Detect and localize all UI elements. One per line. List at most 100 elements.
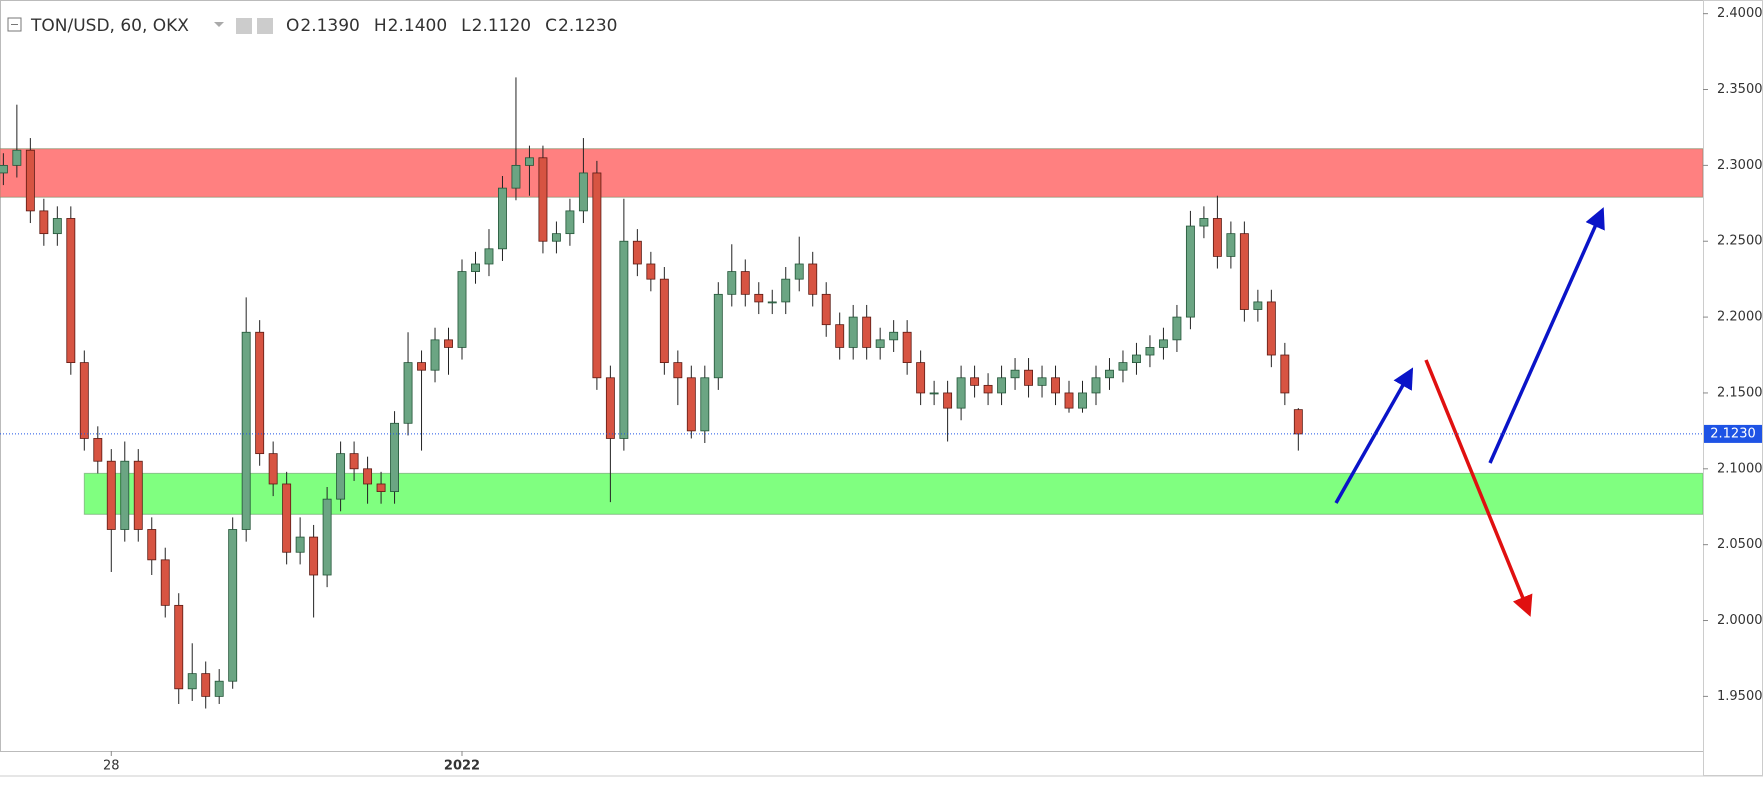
candle-body	[484, 248, 494, 265]
ohlc-label: O	[286, 16, 299, 36]
candle-body	[336, 453, 346, 500]
x-tick-label: 28	[103, 759, 120, 774]
symbol-title: TON/USD, 60, OKX	[30, 16, 189, 36]
candle-body	[983, 384, 993, 394]
candle-body	[471, 263, 480, 272]
y-tick-label: 1.9500	[1717, 689, 1763, 704]
candle-body	[781, 278, 791, 303]
candle-body	[241, 331, 251, 530]
candle-body	[79, 362, 89, 439]
zone	[0, 148, 1704, 198]
ohlc-values: O 2.1390 H 2.1400 L 2.1120 C 2.1230	[286, 16, 617, 36]
last-price-label: 2.1230	[1710, 426, 1756, 441]
x-tick-label: 2022	[444, 759, 480, 774]
y-tick-label: 2.1500	[1717, 385, 1763, 400]
candle-body	[646, 263, 656, 280]
candle-body	[1199, 218, 1209, 227]
candle-body	[821, 293, 831, 326]
candle-body	[1037, 377, 1047, 386]
candle-body	[12, 149, 22, 166]
candle-body	[1091, 377, 1101, 394]
candle-body	[794, 263, 804, 280]
ohlc-value: 2.1390	[300, 16, 359, 36]
candle-body	[1145, 347, 1155, 356]
candle-body	[929, 392, 939, 395]
candle-body	[376, 483, 386, 492]
candle-body	[1078, 392, 1087, 409]
arrow-down	[1424, 359, 1533, 617]
candle-body	[1024, 369, 1033, 386]
candle-body	[268, 453, 278, 485]
candle-body	[498, 187, 507, 250]
ohlc-label: H	[374, 16, 387, 36]
candle-body	[1266, 301, 1276, 356]
candle-body	[511, 164, 521, 189]
candle-body	[1293, 409, 1303, 435]
candle-body	[457, 271, 467, 348]
candle-body	[255, 331, 265, 455]
eye-icon[interactable]	[236, 18, 252, 34]
candle-body	[848, 316, 858, 348]
candle-body	[659, 278, 669, 364]
candle-body	[713, 293, 723, 379]
candle-body	[767, 301, 777, 304]
candle-body	[160, 559, 170, 606]
candle-body	[282, 483, 292, 553]
candle-body	[309, 536, 319, 576]
candle-body	[1239, 233, 1249, 310]
candle-body	[592, 172, 602, 379]
candle-body	[835, 324, 845, 348]
candle-body	[228, 529, 238, 682]
last-price-box	[1704, 424, 1762, 443]
candle-body	[1105, 369, 1114, 379]
candle-body	[52, 218, 62, 235]
candle-body	[1212, 218, 1222, 257]
dropdown-icon[interactable]	[214, 22, 224, 27]
candle-body	[686, 377, 696, 432]
candle-body	[403, 362, 413, 424]
candle-body	[578, 172, 588, 212]
arrow-up	[1334, 367, 1414, 504]
candle-body	[187, 673, 197, 690]
collapse-icon[interactable]	[7, 17, 22, 32]
candle-body	[970, 377, 980, 386]
candle-body	[444, 339, 453, 348]
y-tick-label: 2.1000	[1717, 461, 1763, 476]
ohlc-value: 2.1120	[472, 16, 531, 36]
ohlc-value: 2.1400	[388, 16, 447, 36]
candle-body	[390, 422, 400, 492]
candle-body	[1132, 354, 1141, 364]
candle-body	[295, 536, 305, 553]
candle-body	[605, 377, 615, 439]
candle-body	[1185, 225, 1195, 318]
y-tick-label: 2.4000	[1717, 6, 1763, 21]
candle-body	[1226, 233, 1236, 257]
candle-body	[808, 263, 818, 295]
candle-body	[916, 362, 926, 394]
candle-body	[754, 293, 764, 303]
arrow-up	[1488, 207, 1605, 464]
candle-body	[214, 680, 224, 697]
ohlc-label: L	[461, 16, 471, 36]
candle-body	[956, 377, 966, 409]
candle-body	[349, 453, 359, 470]
candle-body	[565, 210, 575, 235]
candle-body	[1158, 339, 1168, 348]
candle-body	[0, 164, 8, 174]
candle-body	[93, 438, 103, 462]
y-tick-label: 2.3500	[1717, 82, 1763, 97]
candle-body	[417, 362, 426, 371]
candle-body	[322, 498, 332, 576]
candle-body	[1051, 377, 1060, 394]
candle-body	[997, 377, 1007, 394]
candle-body	[902, 331, 912, 364]
header: TON/USD, 60, OKX O 2.1390 H 2.1400 L 2.1120 C 2…	[7, 16, 617, 36]
ohlc-value: 2.1230	[558, 16, 617, 36]
y-tick-label: 2.2500	[1717, 234, 1763, 249]
candle-body	[66, 218, 76, 364]
settings-icon[interactable]	[257, 18, 273, 34]
candle-body	[1010, 369, 1020, 379]
candle-body	[1118, 362, 1128, 371]
